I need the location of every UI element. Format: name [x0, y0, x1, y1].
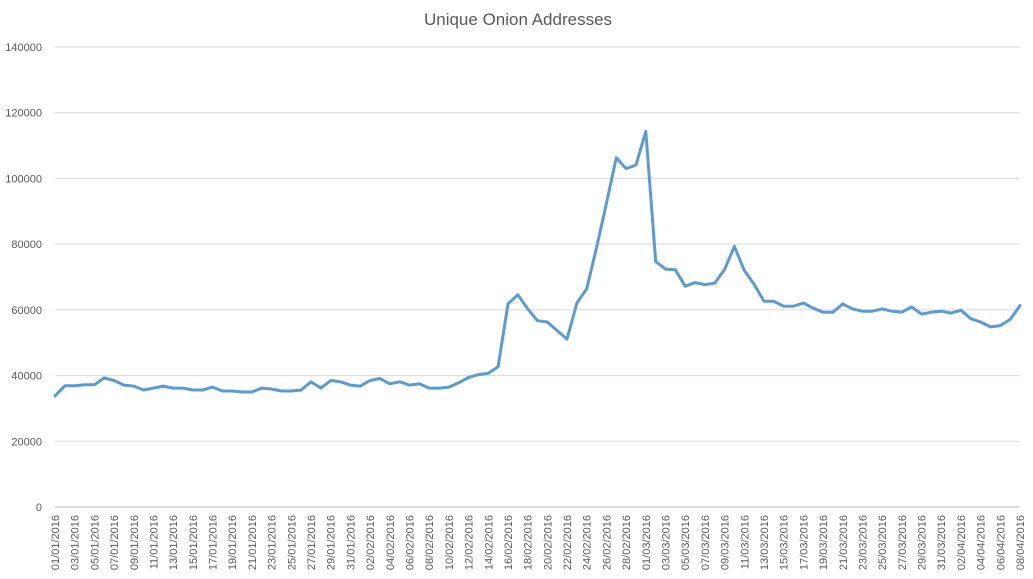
- x-tick-label: 20/02/2016: [542, 515, 554, 570]
- y-tick-label: 140000: [5, 42, 42, 54]
- x-tick-label: 02/04/2016: [956, 515, 968, 570]
- x-tick-label: 29/03/2016: [917, 515, 929, 570]
- x-tick-label: 31/03/2016: [936, 515, 948, 570]
- x-tick-label: 07/01/2016: [109, 515, 121, 570]
- x-tick-label: 26/02/2016: [601, 515, 613, 570]
- x-tick-label: 06/04/2016: [995, 515, 1007, 570]
- x-tick-label: 25/03/2016: [877, 515, 889, 570]
- x-tick-label: 23/03/2016: [857, 515, 869, 570]
- y-axis-ticks: 0 20000 40000 60000 80000 100000 120000 140000: [5, 42, 42, 514]
- x-tick-label: 28/02/2016: [621, 515, 633, 570]
- x-tick-label: 07/03/2016: [700, 515, 712, 570]
- x-tick-label: 18/02/2016: [523, 515, 535, 570]
- x-tick-label: 04/02/2016: [385, 515, 397, 570]
- x-tick-label: 06/02/2016: [404, 515, 416, 570]
- x-tick-label: 02/02/2016: [365, 515, 377, 570]
- x-tick-label: 29/01/2016: [326, 515, 338, 570]
- x-tick-label: 15/03/2016: [779, 515, 791, 570]
- y-tick-label: 20000: [11, 436, 42, 448]
- x-tick-label: 05/01/2016: [89, 515, 101, 570]
- gridlines: [55, 46, 1020, 442]
- chart-title: Unique Onion Addresses: [424, 10, 612, 29]
- x-tick-label: 10/02/2016: [444, 515, 456, 570]
- x-tick-label: 05/03/2016: [680, 515, 692, 570]
- x-tick-label: 14/02/2016: [483, 515, 495, 570]
- x-tick-label: 08/04/2016: [1015, 515, 1027, 570]
- series-line: [53, 129, 1022, 398]
- x-tick-label: 03/01/2016: [70, 515, 82, 570]
- y-tick-label: 40000: [11, 371, 42, 383]
- x-tick-label: 31/01/2016: [345, 515, 357, 570]
- x-tick-label: 21/01/2016: [247, 515, 259, 570]
- x-tick-label: 19/03/2016: [818, 515, 830, 570]
- x-tick-label: 24/02/2016: [582, 515, 594, 570]
- x-tick-label: 13/03/2016: [759, 515, 771, 570]
- y-tick-label: 60000: [11, 305, 42, 317]
- x-tick-label: 03/03/2016: [661, 515, 673, 570]
- y-tick-label: 100000: [5, 173, 42, 185]
- y-tick-label: 0: [36, 502, 42, 514]
- y-tick-label: 120000: [5, 108, 42, 120]
- series-group: [53, 129, 1022, 398]
- x-axis-ticks: 01/01/2016 03/01/2016 05/01/2016 07/01/2016…: [50, 515, 1027, 570]
- x-tick-label: 12/02/2016: [464, 515, 476, 570]
- x-tick-label: 04/04/2016: [976, 515, 988, 570]
- x-tick-label: 17/01/2016: [208, 515, 220, 570]
- x-tick-label: 22/02/2016: [562, 515, 574, 570]
- x-tick-label: 15/01/2016: [188, 515, 200, 570]
- x-tick-label: 11/01/2016: [148, 515, 160, 569]
- x-tick-label: 01/01/2016: [50, 515, 62, 570]
- x-tick-label: 09/01/2016: [129, 515, 141, 570]
- x-tick-label: 25/01/2016: [286, 515, 298, 570]
- x-tick-label: 01/03/2016: [641, 515, 653, 570]
- x-tick-label: 11/03/2016: [739, 515, 751, 569]
- x-tick-label: 08/02/2016: [424, 515, 436, 570]
- x-tick-label: 19/01/2016: [227, 515, 239, 570]
- x-tick-label: 21/03/2016: [838, 515, 850, 570]
- x-tick-label: 27/03/2016: [897, 515, 909, 570]
- x-tick-label: 17/03/2016: [798, 515, 810, 570]
- x-tick-label: 13/01/2016: [168, 515, 180, 570]
- x-tick-label: 23/01/2016: [267, 515, 279, 570]
- x-tick-label: 27/01/2016: [306, 515, 318, 570]
- x-tick-label: 16/02/2016: [503, 515, 515, 570]
- y-tick-label: 80000: [11, 239, 42, 251]
- x-tick-label: 09/03/2016: [720, 515, 732, 570]
